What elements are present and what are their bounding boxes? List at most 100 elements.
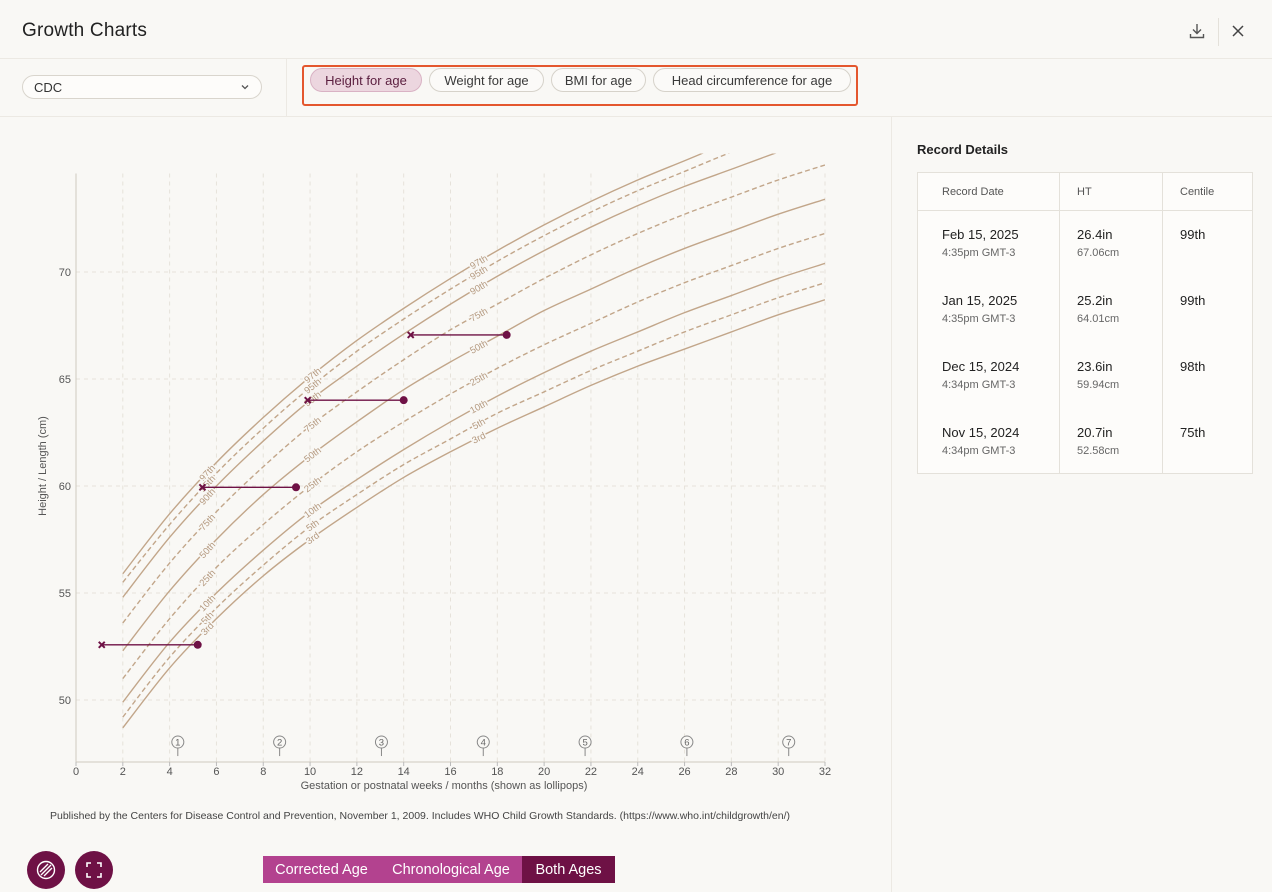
centile-curve-50th — [122, 198, 825, 652]
centile-curve-97th — [122, 153, 704, 575]
record-details-table: Record Date HT Centile Feb 15, 2025 4:35p… — [917, 172, 1253, 474]
chart-toolbar: CDC Height for age Weight for age BMI fo… — [0, 59, 1272, 117]
x-tick-label: 24 — [632, 766, 644, 778]
age-mode-toggle: Corrected Age Chronological Age Both Age… — [263, 856, 615, 883]
table-row: Dec 15, 2024 4:34pm GMT-3 23.6in 59.94cm 98t… — [918, 343, 1252, 409]
centile-label: 25th — [468, 370, 490, 389]
month-marker-circle — [578, 735, 592, 749]
centile-label: 75th — [468, 306, 490, 325]
tab-head-circumference-for-age[interactable]: Head circumference for age — [653, 68, 851, 92]
x-tick-label: 12 — [351, 766, 363, 778]
chart-type-tabs — [302, 65, 858, 106]
height-cm: 52.58cm — [1077, 445, 1120, 457]
centile-curve-95th — [122, 153, 730, 583]
corrected-age-point — [98, 641, 106, 649]
tab-label: Weight for age — [444, 72, 529, 88]
centile-label: 25th — [197, 568, 218, 589]
fullscreen-button[interactable] — [75, 851, 113, 889]
centile-label: 3rd — [470, 431, 487, 447]
table-row: Jan 15, 2025 4:35pm GMT-3 25.2in 64.01cm 99t… — [918, 277, 1252, 343]
table-header-divider — [918, 210, 1252, 211]
centile-label: 10th — [468, 398, 490, 417]
hatch-pattern-icon — [36, 860, 56, 880]
record-details-panel: Record Details Record Date HT Centile Fe… — [891, 117, 1272, 892]
header-separator — [1218, 18, 1219, 46]
column-header-centile: Centile — [1180, 186, 1215, 198]
download-icon — [1189, 24, 1205, 39]
centile-label: 5th — [471, 416, 488, 432]
month-marker-circle — [782, 735, 796, 749]
tab-label: Height for age — [325, 72, 407, 88]
corrected-age-button[interactable]: Corrected Age — [263, 856, 380, 883]
x-tick-label: 8 — [260, 766, 266, 778]
y-tick-label: 65 — [59, 374, 71, 386]
tab-height-for-age[interactable]: Height for age — [310, 68, 422, 92]
month-marker-label: 6 — [684, 738, 689, 749]
record-details-title: Record Details — [917, 142, 1009, 157]
month-marker-circle — [476, 735, 490, 749]
month-marker-label: 1 — [175, 738, 180, 749]
record-time: 4:34pm GMT-3 — [942, 445, 1016, 457]
record-time: 4:34pm GMT-3 — [942, 379, 1016, 391]
both-ages-button[interactable]: Both Ages — [522, 856, 615, 883]
month-marker-label: 7 — [786, 738, 791, 749]
age-button-label: Chronological Age — [392, 861, 510, 878]
table-column-divider — [1059, 173, 1060, 473]
growth-standard-select[interactable]: CDC — [22, 75, 262, 99]
age-button-label: Both Ages — [535, 861, 602, 878]
tab-weight-for-age[interactable]: Weight for age — [429, 68, 544, 92]
column-header-record-date: Record Date — [942, 186, 1004, 198]
month-marker-label: 3 — [379, 738, 384, 749]
height-cm: 59.94cm — [1077, 379, 1120, 391]
centile-label: 75th — [302, 415, 323, 435]
record-date: Dec 15, 2024 — [942, 359, 1020, 374]
close-button[interactable] — [1226, 19, 1250, 43]
toolbar-separator — [286, 59, 287, 117]
x-tick-label: 22 — [585, 766, 597, 778]
month-marker-circle — [374, 735, 388, 749]
x-tick-label: 16 — [444, 766, 456, 778]
table-column-divider — [1162, 173, 1163, 473]
table-row: Feb 15, 2025 4:35pm GMT-3 26.4in 67.06cm 99t… — [918, 211, 1252, 277]
fullscreen-icon — [86, 862, 102, 878]
height-inches: 25.2in — [1077, 293, 1113, 308]
centile-curve-5th — [122, 282, 825, 718]
y-tick-label: 50 — [59, 695, 71, 707]
column-header-ht: HT — [1077, 186, 1092, 198]
x-axis-label: Gestation or postnatal weeks / months (s… — [301, 780, 588, 792]
height-inches: 26.4in — [1077, 227, 1113, 242]
month-marker-circle — [273, 735, 287, 749]
record-time: 4:35pm GMT-3 — [942, 313, 1016, 325]
tab-label: Head circumference for age — [671, 72, 833, 88]
centile-value: 75th — [1180, 425, 1206, 440]
chronological-age-point — [399, 396, 408, 405]
centile-value: 99th — [1180, 293, 1206, 308]
height-inches: 23.6in — [1077, 359, 1113, 374]
chronological-age-button[interactable]: Chronological Age — [380, 856, 522, 883]
x-tick-label: 2 — [120, 766, 126, 778]
y-axis-label: Height / Length (cm) — [37, 416, 49, 516]
record-date: Nov 15, 2024 — [942, 425, 1020, 440]
corrected-age-point — [198, 483, 207, 491]
record-date: Feb 15, 2025 — [942, 227, 1019, 242]
header-bar: Growth Charts — [0, 0, 1272, 59]
centile-label: 75th — [197, 512, 218, 533]
centile-label: 50th — [197, 540, 218, 561]
pattern-toggle-button[interactable] — [27, 851, 65, 889]
month-marker-label: 2 — [277, 738, 282, 749]
tab-bmi-for-age[interactable]: BMI for age — [551, 68, 646, 92]
x-tick-label: 18 — [491, 766, 503, 778]
corrected-age-point — [407, 331, 415, 339]
height-cm: 67.06cm — [1077, 247, 1120, 259]
corrected-age-point — [304, 396, 312, 404]
age-button-label: Corrected Age — [275, 861, 368, 878]
height-inches: 20.7in — [1077, 425, 1113, 440]
download-button[interactable] — [1185, 19, 1209, 43]
x-tick-label: 26 — [678, 766, 690, 778]
centile-curve-3rd — [122, 299, 825, 729]
tab-label: BMI for age — [564, 72, 633, 88]
height-cm: 64.01cm — [1077, 313, 1120, 325]
record-date: Jan 15, 2025 — [942, 293, 1018, 308]
growth-chart: 0 2 4 6 8 10 12 14 16 18 20 22 24 26 28 30 325055606570 … — [37, 153, 831, 792]
table-row: Nov 15, 2024 4:34pm GMT-3 20.7in 52.58cm 75t… — [918, 409, 1252, 475]
